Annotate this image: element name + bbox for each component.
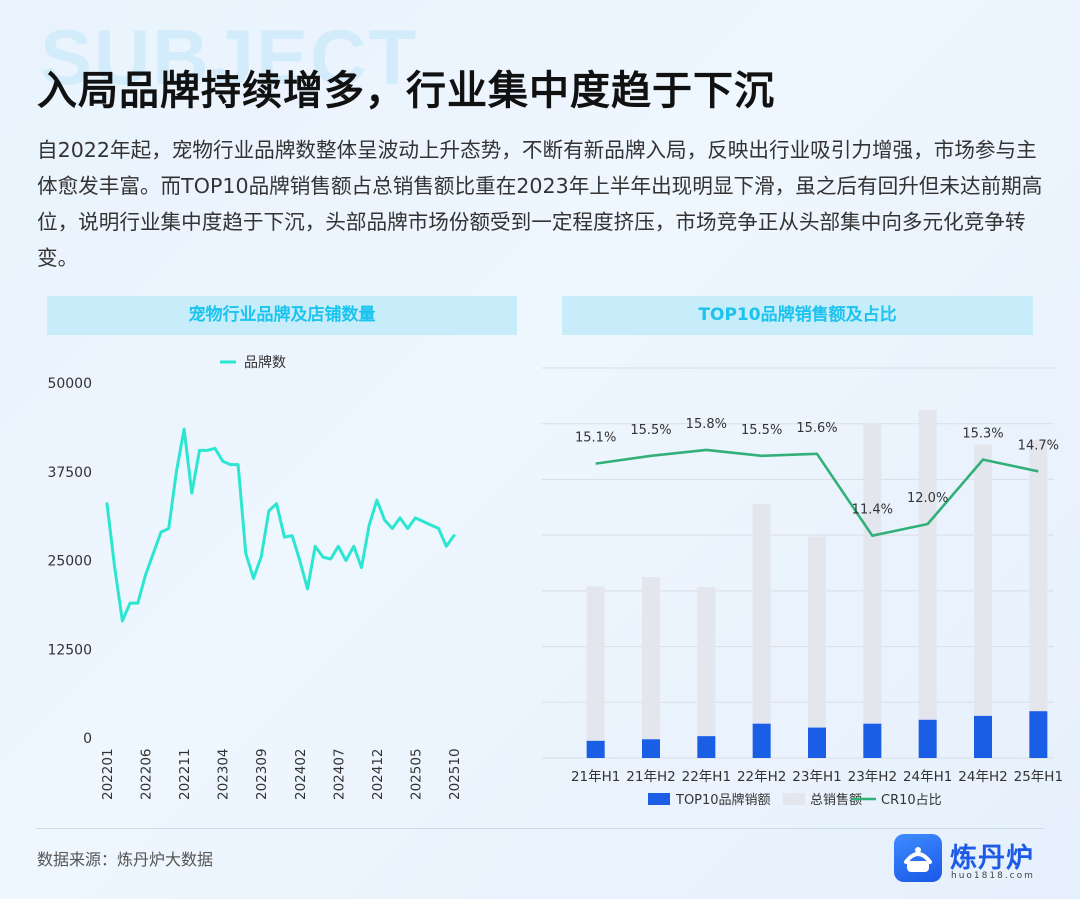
data-label-cr10: 15.1% <box>575 431 616 446</box>
bar-total-sales <box>1029 439 1048 758</box>
watermark-text: SUBJECT <box>40 13 419 101</box>
data-label-cr10: 15.5% <box>741 423 782 438</box>
bar-top10-sales <box>918 719 937 758</box>
bar-top10-sales <box>697 736 716 758</box>
y-tick-label: 37500 <box>47 465 92 481</box>
x-tick-label: 202510 <box>447 748 463 800</box>
x-tick-label: 202206 <box>139 748 155 800</box>
legend-label-cr10: CR10占比 <box>881 793 942 808</box>
logo-name: 炼丹炉 <box>950 843 1034 874</box>
legend-swatch-total <box>783 793 805 805</box>
bar-top10-sales <box>586 740 605 758</box>
x-tick-label: 22年H2 <box>737 769 786 785</box>
bar-top10-sales <box>808 727 826 758</box>
brand-logo: 炼丹炉 huo1818.com <box>894 834 1054 886</box>
logo-badge-icon <box>894 834 942 882</box>
data-label-cr10: 12.0% <box>907 491 948 506</box>
bar-total-sales <box>586 586 605 758</box>
x-tick-label: 23年H1 <box>792 769 841 785</box>
summary-paragraph: 自2022年起，宠物行业品牌数整体呈波动上升态势，不断有新品牌入局，反映出行业吸… <box>37 138 1043 270</box>
data-label-cr10: 15.8% <box>686 417 727 432</box>
footer-divider <box>36 828 1044 829</box>
bar-total-sales <box>918 410 937 758</box>
x-tick-label: 24年H2 <box>958 769 1007 785</box>
data-label-cr10: 14.7% <box>1018 438 1059 453</box>
data-source-note: 数据来源：炼丹炉大数据 <box>37 850 214 869</box>
bar-total-sales <box>752 503 771 758</box>
x-tick-label: 202505 <box>408 748 424 800</box>
bar-top10-sales <box>752 723 771 758</box>
bar-total-sales <box>697 587 716 758</box>
data-label-cr10: 15.3% <box>962 427 1003 442</box>
page-title: 入局品牌持续增多，行业集中度趋于下沉 <box>37 68 775 114</box>
bar-total-sales <box>974 444 992 758</box>
x-tick-label: 202309 <box>254 748 270 800</box>
legend-swatch-top10 <box>648 793 670 805</box>
x-tick-label: 202412 <box>370 748 386 800</box>
data-label-cr10: 15.6% <box>796 421 837 436</box>
logo-url: huo1818.com <box>951 871 1035 881</box>
y-tick-label: 25000 <box>47 554 92 570</box>
y-tick-label: 12500 <box>47 642 92 658</box>
x-tick-label: 202402 <box>293 748 309 800</box>
x-tick-label: 202304 <box>216 748 232 800</box>
bar-top10-sales <box>974 715 992 758</box>
x-tick-label: 202407 <box>331 748 347 800</box>
top10-chart-title: TOP10品牌销售额及占比 <box>562 296 1033 335</box>
bar-top10-sales <box>642 739 660 758</box>
x-tick-label: 24年H1 <box>903 769 952 785</box>
x-tick-label: 23年H2 <box>848 769 897 785</box>
bar-total-sales <box>863 423 882 758</box>
bar-top10-sales <box>863 723 882 758</box>
x-tick-label: 22年H1 <box>682 769 731 785</box>
legend-label-total: 总销售额 <box>810 792 862 808</box>
bar-top10-sales <box>1029 711 1048 758</box>
data-label-cr10: 15.5% <box>630 423 671 438</box>
data-label-cr10: 11.4% <box>852 503 893 518</box>
series-line-cr10 <box>595 448 1039 538</box>
y-tick-label: 0 <box>83 731 92 747</box>
x-tick-label: 25年H1 <box>1014 769 1063 785</box>
series-line-brand-count <box>105 427 456 623</box>
brand-chart-title: 宠物行业品牌及店铺数量 <box>47 296 517 335</box>
bar-total-sales <box>642 577 660 758</box>
legend-label-brand-count: 品牌数 <box>244 354 286 371</box>
y-tick-label: 50000 <box>47 376 92 392</box>
x-tick-label: 21年H1 <box>571 769 620 785</box>
bar-total-sales <box>808 536 826 758</box>
x-tick-label: 202211 <box>177 748 193 800</box>
legend-label-top10: TOP10品牌销额 <box>675 792 771 808</box>
x-tick-label: 202201 <box>100 748 116 800</box>
x-tick-label: 21年H2 <box>626 769 675 785</box>
furnace-icon <box>904 847 932 872</box>
